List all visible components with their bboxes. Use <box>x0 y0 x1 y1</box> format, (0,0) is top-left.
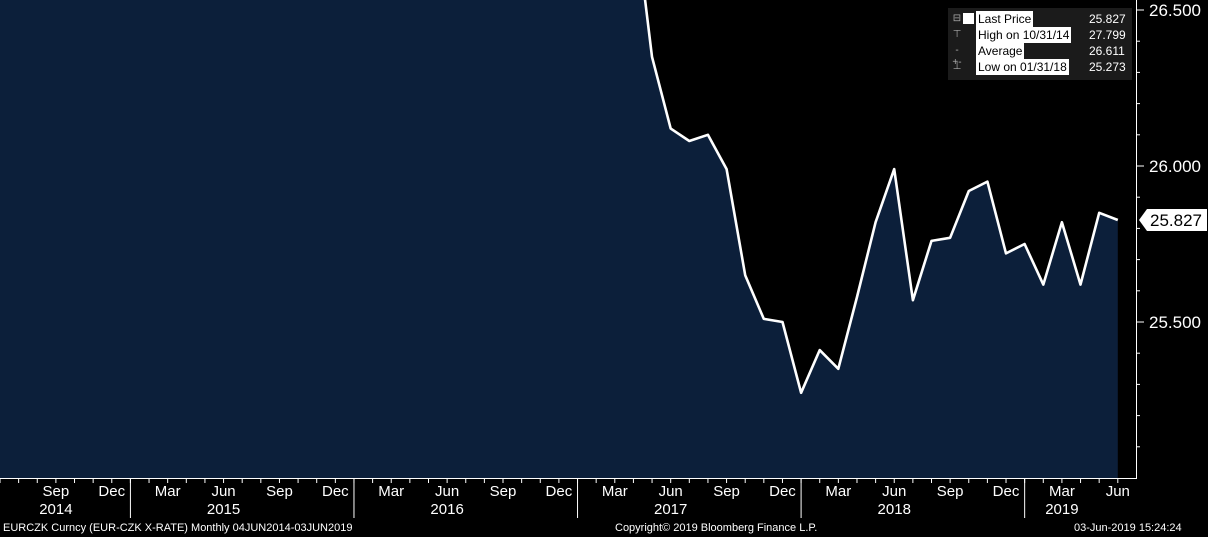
x-month-label: Dec <box>98 483 125 500</box>
last-value-label: 25.827 <box>1150 211 1202 230</box>
legend-row-low: ⊥ Low on 01/31/18 25.273 <box>948 59 1132 75</box>
x-month-label: Mar <box>825 483 851 500</box>
footer-timestamp: 03-Jun-2019 15:24:24 <box>1074 522 1182 534</box>
x-month-label: Mar <box>602 483 628 500</box>
y-tick-label: 26.500 <box>1149 1 1201 20</box>
low-marker-icon: ⊥ <box>952 61 962 72</box>
collapse-icon[interactable]: ⊟ <box>952 13 962 24</box>
last-value-marker <box>1139 208 1207 231</box>
x-year-label: 2018 <box>878 501 911 518</box>
x-month-label: Mar <box>378 483 404 500</box>
x-month-label: Mar <box>1049 483 1075 500</box>
x-year-label: 2016 <box>430 501 463 518</box>
x-month-label: Sep <box>937 483 964 500</box>
legend-row-average: -+- Average 26.611 <box>948 43 1132 68</box>
chart-legend: ⊟ Last Price 25.827 ⊤ High on 10/31/14 2… <box>948 8 1132 80</box>
chart-area-layer <box>0 0 1119 478</box>
x-month-label: Sep <box>490 483 517 500</box>
series-line-last-price <box>643 0 1119 395</box>
x-axis-ticks: Sep Dec Mar Jun Sep Dec Mar Jun Sep Dec Mar Jun Sep D… <box>0 478 1130 518</box>
footer-copyright: Copyright© 2019 Bloomberg Finance L.P. <box>615 522 818 534</box>
x-month-label: Jun <box>659 483 683 500</box>
x-year-label: 2019 <box>1045 501 1078 518</box>
legend-swatch-icon <box>963 13 974 24</box>
legend-label: Low on 01/31/18 <box>976 59 1069 75</box>
legend-row-last-price: ⊟ Last Price 25.827 <box>948 11 1132 27</box>
y-axis-ticks: 28.00027.50027.00026.50026.00025.50025.8… <box>1136 1 1207 448</box>
x-month-label: Jun <box>1106 483 1130 500</box>
chart-axes-layer <box>0 0 1137 479</box>
legend-value: 25.827 <box>1089 12 1126 26</box>
series-area-fill <box>0 0 1118 478</box>
x-month-label: Dec <box>993 483 1020 500</box>
x-year-label: 2017 <box>654 501 687 518</box>
average-marker-icon: -+- <box>952 45 962 68</box>
x-month-label: Mar <box>155 483 181 500</box>
x-month-label: Dec <box>322 483 349 500</box>
x-month-label: Sep <box>713 483 740 500</box>
high-marker-icon: ⊤ <box>952 29 962 40</box>
legend-label: Last Price <box>976 11 1034 27</box>
legend-row-high: ⊤ High on 10/31/14 27.799 <box>948 27 1132 43</box>
x-month-label: Jun <box>435 483 459 500</box>
x-month-label: Sep <box>43 483 70 500</box>
x-month-label: Jun <box>211 483 235 500</box>
x-month-label: Sep <box>266 483 293 500</box>
legend-label: Average <box>976 43 1025 59</box>
legend-value: 26.611 <box>1089 44 1125 58</box>
legend-label: High on 10/31/14 <box>976 27 1072 43</box>
legend-value: 25.273 <box>1089 60 1126 74</box>
x-month-label: Jun <box>882 483 906 500</box>
x-month-label: Dec <box>769 483 796 500</box>
x-year-label: 2014 <box>39 501 72 518</box>
y-tick-label: 25.500 <box>1149 313 1201 332</box>
y-tick-label: 26.000 <box>1149 157 1201 176</box>
legend-value: 27.799 <box>1089 28 1126 42</box>
x-year-label: 2015 <box>207 501 240 518</box>
x-month-label: Dec <box>546 483 573 500</box>
footer-ticker: EURCZK Curncy (EUR-CZK X-RATE) Monthly 0… <box>3 522 353 534</box>
